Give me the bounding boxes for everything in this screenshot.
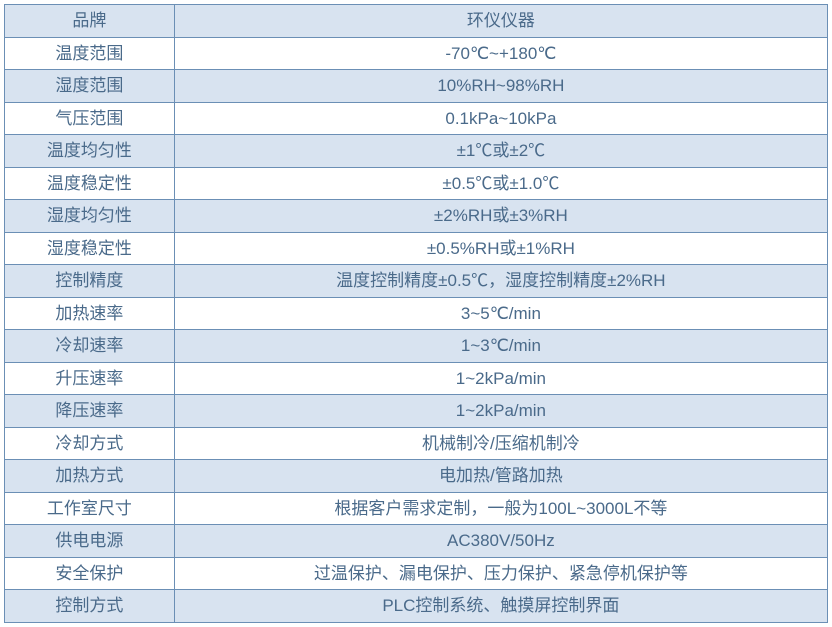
table-row: 气压范围0.1kPa~10kPa <box>5 102 828 135</box>
table-row: 供电电源AC380V/50Hz <box>5 525 828 558</box>
spec-label: 湿度均匀性 <box>5 200 175 233</box>
spec-table-body: 品牌环仪仪器温度范围-70℃~+180℃湿度范围10%RH~98%RH气压范围0… <box>5 5 828 623</box>
spec-label: 温度均匀性 <box>5 135 175 168</box>
spec-label: 温度稳定性 <box>5 167 175 200</box>
table-row: 湿度稳定性±0.5%RH或±1%RH <box>5 232 828 265</box>
table-row: 冷却速率1~3℃/min <box>5 330 828 363</box>
spec-value: ±1℃或±2℃ <box>174 135 827 168</box>
spec-value: ±0.5℃或±1.0℃ <box>174 167 827 200</box>
spec-value: 1~2kPa/min <box>174 362 827 395</box>
spec-label: 品牌 <box>5 5 175 38</box>
spec-label: 控制方式 <box>5 590 175 623</box>
spec-value: 环仪仪器 <box>174 5 827 38</box>
spec-value: -70℃~+180℃ <box>174 37 827 70</box>
table-row: 控制方式PLC控制系统、触摸屏控制界面 <box>5 590 828 623</box>
spec-value: 根据客户需求定制，一般为100L~3000L不等 <box>174 492 827 525</box>
table-row: 冷却方式机械制冷/压缩机制冷 <box>5 427 828 460</box>
spec-label: 加热方式 <box>5 460 175 493</box>
spec-label: 降压速率 <box>5 395 175 428</box>
spec-value: 3~5℃/min <box>174 297 827 330</box>
table-row: 温度范围-70℃~+180℃ <box>5 37 828 70</box>
spec-value: 1~2kPa/min <box>174 395 827 428</box>
table-row: 湿度均匀性±2%RH或±3%RH <box>5 200 828 233</box>
spec-label: 气压范围 <box>5 102 175 135</box>
table-row: 控制精度温度控制精度±0.5℃，湿度控制精度±2%RH <box>5 265 828 298</box>
spec-label: 工作室尺寸 <box>5 492 175 525</box>
table-row: 工作室尺寸根据客户需求定制，一般为100L~3000L不等 <box>5 492 828 525</box>
spec-label: 控制精度 <box>5 265 175 298</box>
spec-table: 品牌环仪仪器温度范围-70℃~+180℃湿度范围10%RH~98%RH气压范围0… <box>4 4 828 623</box>
spec-label: 冷却速率 <box>5 330 175 363</box>
spec-value: 机械制冷/压缩机制冷 <box>174 427 827 460</box>
spec-label: 升压速率 <box>5 362 175 395</box>
spec-label: 加热速率 <box>5 297 175 330</box>
spec-value: 过温保护、漏电保护、压力保护、紧急停机保护等 <box>174 557 827 590</box>
spec-value: ±2%RH或±3%RH <box>174 200 827 233</box>
spec-value: 1~3℃/min <box>174 330 827 363</box>
spec-label: 湿度范围 <box>5 70 175 103</box>
table-row: 温度稳定性±0.5℃或±1.0℃ <box>5 167 828 200</box>
spec-label: 湿度稳定性 <box>5 232 175 265</box>
spec-label: 供电电源 <box>5 525 175 558</box>
table-row: 温度均匀性±1℃或±2℃ <box>5 135 828 168</box>
table-row: 加热方式电加热/管路加热 <box>5 460 828 493</box>
table-row: 湿度范围10%RH~98%RH <box>5 70 828 103</box>
spec-label: 温度范围 <box>5 37 175 70</box>
table-row: 安全保护过温保护、漏电保护、压力保护、紧急停机保护等 <box>5 557 828 590</box>
spec-value: 温度控制精度±0.5℃，湿度控制精度±2%RH <box>174 265 827 298</box>
table-row: 品牌环仪仪器 <box>5 5 828 38</box>
table-row: 降压速率1~2kPa/min <box>5 395 828 428</box>
spec-value: 10%RH~98%RH <box>174 70 827 103</box>
table-row: 加热速率3~5℃/min <box>5 297 828 330</box>
spec-label: 安全保护 <box>5 557 175 590</box>
spec-value: ±0.5%RH或±1%RH <box>174 232 827 265</box>
spec-value: 0.1kPa~10kPa <box>174 102 827 135</box>
spec-value: PLC控制系统、触摸屏控制界面 <box>174 590 827 623</box>
table-row: 升压速率1~2kPa/min <box>5 362 828 395</box>
spec-label: 冷却方式 <box>5 427 175 460</box>
spec-value: 电加热/管路加热 <box>174 460 827 493</box>
spec-value: AC380V/50Hz <box>174 525 827 558</box>
